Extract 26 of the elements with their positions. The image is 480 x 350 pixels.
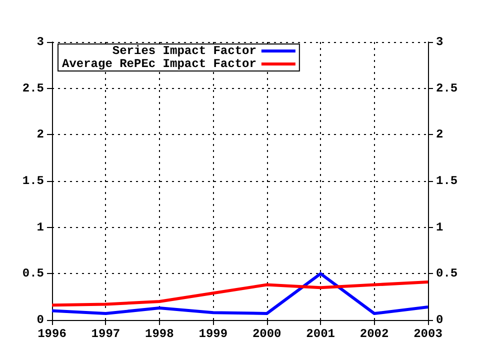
x-tick-label: 2003 — [414, 327, 442, 341]
y2-tick-label: 2.5 — [436, 81, 458, 96]
x-tick-label: 1999 — [198, 327, 228, 341]
y-tick-label: 3 — [36, 35, 44, 49]
legend-label: Series Impact Factor — [112, 44, 256, 58]
y-tick-label: 1 — [36, 220, 44, 234]
y-tick-label: 1.5 — [22, 174, 44, 188]
x-tick-label: 1996 — [38, 327, 66, 341]
legend-label: Average RePEc Impact Factor — [62, 57, 256, 71]
x-tick-label: 2000 — [252, 327, 282, 341]
line-series — [50, 280, 430, 307]
x-tick-label: 2002 — [360, 327, 389, 341]
y2-tick-label: 2 — [436, 128, 444, 142]
y2-tick-label: 0 — [436, 313, 444, 327]
y-tick-label: 0.5 — [22, 266, 44, 281]
line-series — [50, 272, 430, 316]
x-tick-label: 1997 — [91, 327, 120, 341]
y2-tick-label: 1 — [436, 220, 444, 234]
y-tick-label: 0 — [36, 313, 44, 327]
y-tick-label: 2 — [36, 128, 44, 142]
y2-tick-label: 3 — [436, 35, 444, 49]
x-tick-label: 2001 — [306, 327, 335, 341]
y-tick-label: 2.5 — [22, 81, 44, 96]
x-tick-label: 1998 — [145, 327, 174, 341]
y2-tick-label: 0.5 — [436, 266, 458, 281]
y2-tick-label: 1.5 — [436, 174, 458, 188]
